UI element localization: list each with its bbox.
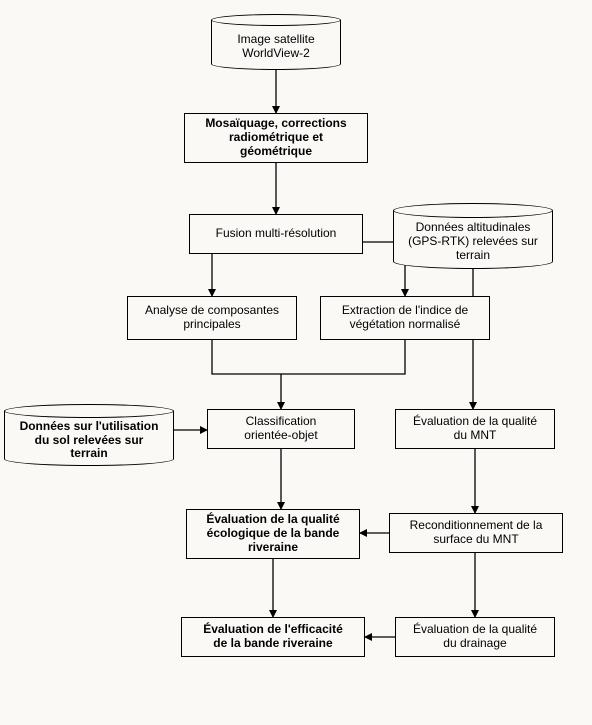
node-n_ndvi: Extraction de l'indice devégétation norm… <box>320 296 490 340</box>
node-n_class: Classificationorientée-objet <box>207 409 355 449</box>
node-label: Analyse de composantesprincipales <box>145 304 279 332</box>
node-n_mnt: Évaluation de la qualitédu MNT <box>395 409 555 449</box>
node-label: Données sur l'utilisationdu sol relevées… <box>4 415 174 466</box>
edge <box>281 340 405 374</box>
node-n_recond: Reconditionnement de lasurface du MNT <box>389 513 563 553</box>
node-n_eff: Évaluation de l'efficacitéde la bande ri… <box>181 617 365 657</box>
node-label: Évaluation de la qualitéécologique de la… <box>206 513 339 554</box>
node-label: Évaluation de l'efficacitéde la bande ri… <box>203 623 343 651</box>
node-label: Mosaïquage, correctionsradiométrique etg… <box>205 117 346 158</box>
node-n_mos: Mosaïquage, correctionsradiométrique etg… <box>184 113 368 163</box>
node-label: Fusion multi-résolution <box>216 227 337 241</box>
node-label: Extraction de l'indice devégétation norm… <box>342 304 468 332</box>
edge <box>212 340 281 409</box>
node-label: Reconditionnement de lasurface du MNT <box>410 519 543 547</box>
node-label: Classificationorientée-objet <box>244 415 317 443</box>
node-n_fusion: Fusion multi-résolution <box>189 214 363 254</box>
node-n_drain: Évaluation de la qualitédu drainage <box>395 617 555 657</box>
node-n_acp: Analyse de composantesprincipales <box>127 296 297 340</box>
flowchart-canvas: Image satelliteWorldView-2 Mosaïquage, co… <box>0 0 592 725</box>
node-label: Évaluation de la qualitédu MNT <box>413 415 537 443</box>
node-label: Évaluation de la qualitédu drainage <box>413 623 537 651</box>
node-n_qual_eco: Évaluation de la qualitéécologique de la… <box>186 509 360 559</box>
node-label: Image satelliteWorldView-2 <box>211 24 341 70</box>
node-label: Données altitudinales(GPS-RTK) relevées … <box>393 215 553 269</box>
